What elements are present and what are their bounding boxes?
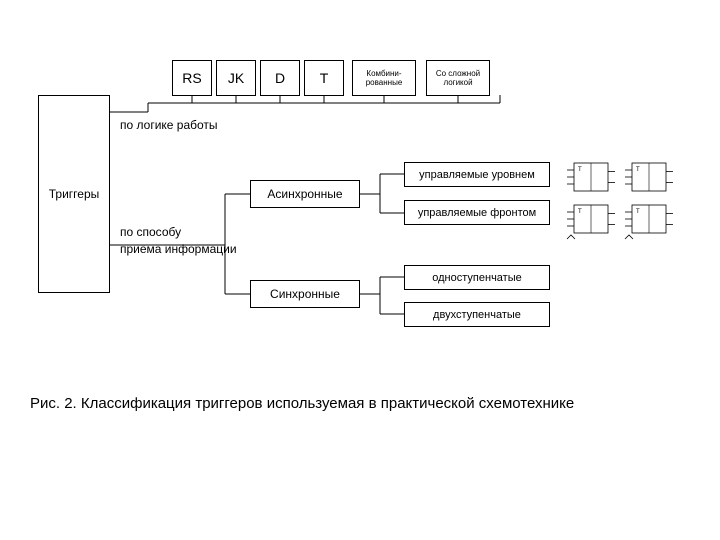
node-rs: RS (172, 60, 212, 96)
node-jk: JK (216, 60, 256, 96)
node-sync: Синхронные (250, 280, 360, 308)
figure-caption: Рис. 2. Классификация триггеров использу… (30, 395, 574, 412)
svg-text:T: T (636, 209, 640, 215)
mini-schematic-3: T (625, 205, 673, 239)
node-async: Асинхронные (250, 180, 360, 208)
svg-text:T: T (578, 167, 582, 173)
mini-schematic-0: T (567, 163, 615, 191)
node-comb: Комбини-рованные (352, 60, 416, 96)
free-label-2: приёма информации (120, 242, 237, 256)
node-logic: Со сложнойлогикой (426, 60, 490, 96)
mini-schematic-1: T (625, 163, 673, 191)
svg-text:T: T (578, 209, 582, 215)
node-two: двухступенчатые (404, 302, 550, 327)
node-d: D (260, 60, 300, 96)
node-one: одноступенчатые (404, 265, 550, 290)
node-root: Триггеры (38, 95, 110, 293)
node-edge: управляемые фронтом (404, 200, 550, 225)
free-label-1: по способу (120, 225, 181, 239)
node-lvl: управляемые уровнем (404, 162, 550, 187)
free-label-0: по логике работы (120, 118, 218, 132)
node-t: T (304, 60, 344, 96)
mini-schematic-2: T (567, 205, 615, 239)
svg-text:T: T (636, 167, 640, 173)
